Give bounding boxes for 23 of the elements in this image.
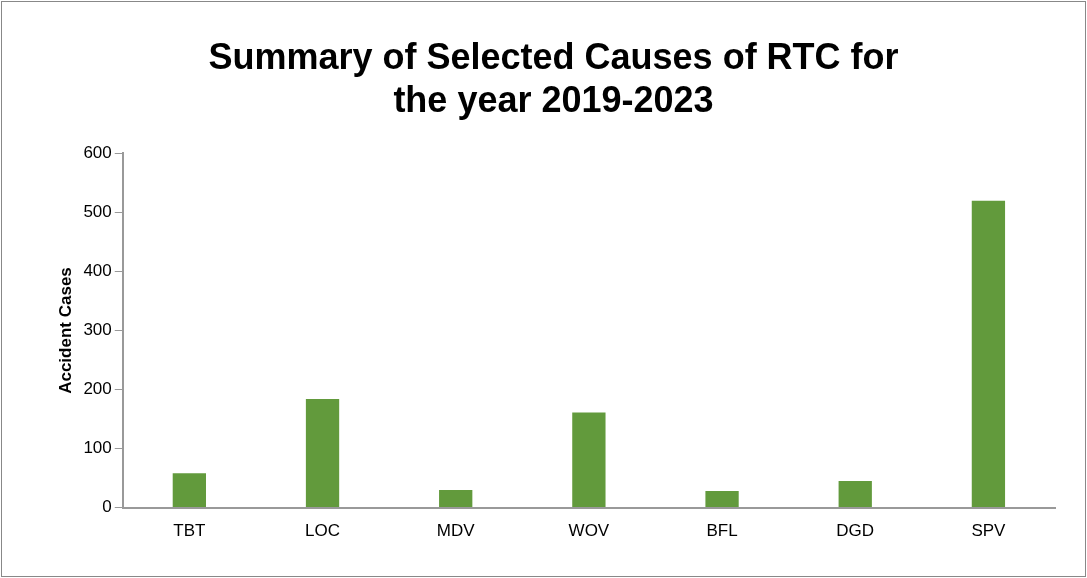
bar bbox=[971, 200, 1006, 508]
bar bbox=[838, 481, 872, 508]
y-tick-label: 0 bbox=[102, 497, 112, 517]
y-tick-label: 500 bbox=[83, 202, 112, 222]
y-tick-label: 300 bbox=[83, 320, 112, 340]
x-tick-label: BFL bbox=[706, 521, 738, 541]
y-tick-label: 600 bbox=[83, 143, 112, 163]
y-axis-title: Accident Cases bbox=[55, 267, 75, 394]
x-tick-label: LOC bbox=[305, 521, 341, 541]
x-tick-label: SPV bbox=[971, 521, 1007, 541]
bar bbox=[439, 489, 473, 508]
bar bbox=[172, 473, 206, 508]
x-tick-label: MDV bbox=[436, 521, 476, 541]
x-tick-label: TBT bbox=[173, 521, 206, 541]
y-tick-label: 200 bbox=[83, 379, 112, 399]
bar bbox=[705, 491, 739, 508]
x-tick-label: DGD bbox=[836, 521, 875, 541]
bar bbox=[572, 412, 606, 508]
x-tick-label: WOV bbox=[568, 521, 610, 541]
y-tick-label: 400 bbox=[83, 261, 112, 281]
y-tick-label: 100 bbox=[83, 438, 112, 458]
bar bbox=[305, 398, 340, 508]
chart-title: Summary of Selected Causes of RTC for the year 2019-2023 bbox=[208, 35, 899, 120]
